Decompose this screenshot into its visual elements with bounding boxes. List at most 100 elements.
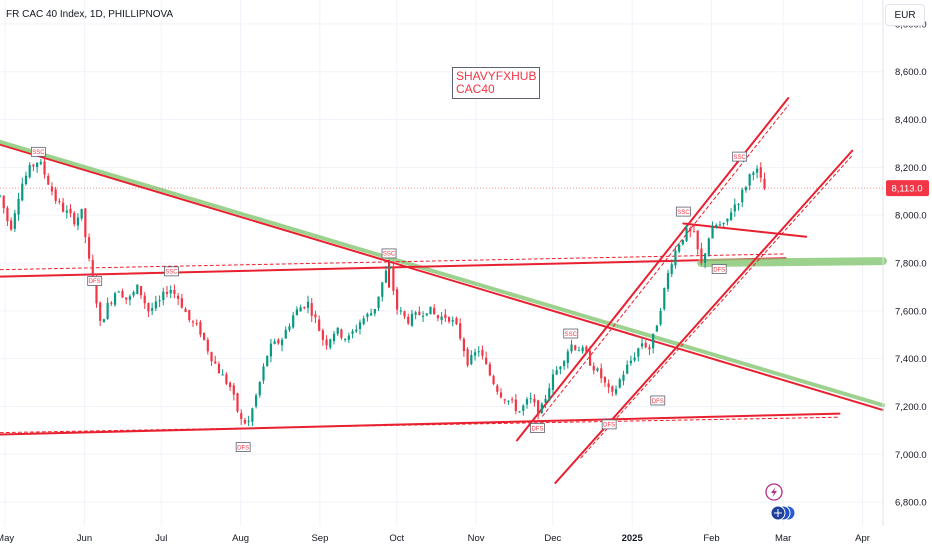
time-tick-label: May bbox=[0, 533, 14, 544]
candle-body bbox=[6, 207, 9, 222]
candle-body bbox=[236, 393, 239, 412]
candle-body bbox=[147, 303, 150, 312]
candle-body bbox=[477, 351, 480, 353]
candle-body bbox=[0, 195, 2, 197]
flags-icon[interactable] bbox=[770, 505, 796, 521]
candle-body bbox=[247, 420, 250, 422]
candle-body bbox=[258, 381, 261, 396]
candle-body bbox=[466, 349, 469, 366]
candle-body bbox=[407, 316, 410, 324]
annotation-label: DFS bbox=[531, 426, 543, 432]
candle-body bbox=[292, 315, 295, 328]
candle-body bbox=[165, 291, 169, 294]
candle-body bbox=[485, 357, 488, 365]
candle-body bbox=[711, 227, 714, 239]
candle-body bbox=[566, 351, 569, 363]
candle-body bbox=[652, 333, 655, 349]
candle-body bbox=[421, 315, 425, 317]
candle-body bbox=[262, 366, 265, 381]
candle-body bbox=[95, 278, 98, 304]
annotation-box bbox=[235, 442, 251, 453]
candle-body bbox=[318, 319, 321, 331]
candle-body bbox=[195, 323, 198, 325]
candle-body bbox=[626, 364, 629, 374]
candle-body bbox=[596, 368, 599, 371]
trend-line bbox=[580, 154, 853, 459]
currency-button[interactable]: EUR bbox=[885, 4, 925, 26]
candle-body bbox=[273, 341, 276, 344]
annotation-label: DFS bbox=[603, 423, 615, 429]
candle-body bbox=[340, 329, 343, 338]
annotation-box bbox=[30, 146, 46, 157]
candle-body bbox=[91, 260, 94, 277]
candle-body bbox=[704, 253, 707, 263]
price-tick-label: 8,600.0 bbox=[895, 67, 927, 78]
candle-body bbox=[65, 210, 68, 213]
annotation-box bbox=[732, 151, 748, 162]
note-box: SHAVYFXHUB CAC40 bbox=[452, 67, 541, 99]
candlestick-series bbox=[0, 156, 766, 427]
candle-body bbox=[436, 315, 440, 319]
candle-body bbox=[2, 195, 5, 209]
note-line-1: SHAVYFXHUB bbox=[456, 69, 537, 83]
last-price-tag bbox=[886, 180, 929, 197]
candle-body bbox=[221, 374, 224, 376]
candle-body bbox=[655, 325, 658, 332]
candle-body bbox=[206, 339, 209, 352]
candle-body bbox=[729, 212, 733, 221]
lightning-icon[interactable] bbox=[765, 483, 783, 501]
trend-line bbox=[554, 149, 854, 484]
candle-body bbox=[214, 361, 217, 364]
candle-body bbox=[492, 376, 495, 385]
annotation-label: SSC bbox=[165, 270, 178, 276]
annotation-box bbox=[164, 266, 179, 277]
candle-body bbox=[540, 403, 543, 414]
candle-body bbox=[254, 395, 258, 407]
candle-body bbox=[544, 398, 547, 403]
price-tick-label: 6,800.0 bbox=[895, 498, 927, 509]
candle-body bbox=[722, 222, 725, 224]
candle-body bbox=[603, 376, 607, 383]
candle-body bbox=[362, 318, 365, 325]
candle-body bbox=[425, 313, 428, 316]
candle-body bbox=[266, 355, 269, 366]
annotation-box bbox=[601, 419, 617, 430]
candle-body bbox=[358, 322, 362, 330]
candle-body bbox=[440, 316, 443, 321]
candle-body bbox=[69, 208, 72, 214]
candle-body bbox=[203, 332, 206, 340]
candle-body bbox=[43, 161, 46, 175]
candle-body bbox=[715, 224, 718, 228]
price-tick-label: 8,200.0 bbox=[895, 163, 927, 174]
candle-body bbox=[700, 248, 703, 263]
candle-body bbox=[551, 374, 555, 390]
candle-body bbox=[395, 289, 399, 310]
annotation-label: DFS bbox=[713, 267, 725, 273]
candle-body bbox=[678, 244, 681, 252]
candle-body bbox=[325, 339, 328, 346]
candle-body bbox=[555, 370, 558, 375]
candle-body bbox=[666, 273, 670, 289]
candle-body bbox=[154, 301, 157, 309]
candle-body bbox=[117, 291, 120, 293]
candle-body bbox=[392, 267, 395, 291]
annotation-label: SSC bbox=[677, 210, 690, 216]
candle-body bbox=[473, 352, 477, 356]
candle-body bbox=[692, 231, 696, 233]
candle-body bbox=[514, 399, 517, 411]
candle-body bbox=[351, 331, 354, 334]
candle-body bbox=[559, 366, 562, 370]
zone-line bbox=[697, 257, 887, 267]
candle-body bbox=[644, 342, 647, 348]
time-tick-label: 2025 bbox=[622, 533, 644, 544]
time-tick-label: Nov bbox=[468, 533, 485, 544]
price-axis[interactable]: 6,800.0 7,000.0 7,200.0 7,400.0 7,600.0 7,800… bbox=[895, 19, 927, 508]
price-tick-label: 7,000.0 bbox=[895, 450, 927, 461]
candle-body bbox=[158, 300, 161, 302]
time-axis[interactable]: May Jun Jul Aug Sep Oct Nov Dec 2025 Feb Mar Apr bbox=[0, 533, 870, 544]
annotation-box bbox=[711, 264, 727, 274]
candle-body bbox=[355, 329, 358, 332]
candle-body bbox=[295, 309, 298, 316]
candle-body bbox=[106, 302, 109, 320]
